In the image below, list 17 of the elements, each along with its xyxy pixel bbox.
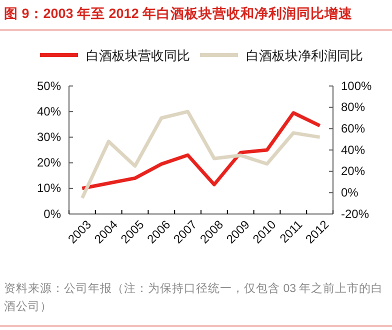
y2-tick-label: 40% xyxy=(341,142,366,157)
y2-tick-label: 0% xyxy=(341,186,359,200)
y2-tick-label: -20% xyxy=(341,206,370,221)
y2-tick-label: 100% xyxy=(341,78,372,93)
y-tick-label: 50% xyxy=(36,78,62,93)
legend-label: 白酒板块营收同比 xyxy=(86,48,190,63)
y2-tick-label: 80% xyxy=(341,100,366,114)
y2-tick-label: 20% xyxy=(341,164,366,178)
legend-label: 白酒板块净利润同比 xyxy=(246,48,363,63)
y2-tick-label: 60% xyxy=(341,122,366,136)
text: 资料来源：公司年报（注：为保持口径统一，仅包含 03 年之前上市的白酒公司） xyxy=(4,281,384,313)
y-tick-label: 40% xyxy=(36,104,62,118)
y-tick-label: 30% xyxy=(36,130,62,144)
y-tick-label: 20% xyxy=(36,156,62,170)
y-tick-label: 0% xyxy=(44,206,62,221)
chart-title: 图 9：2003 年至 2012 年白酒板块营收和净利润同比增速 xyxy=(4,5,354,21)
y-tick-label: 10% xyxy=(36,181,62,196)
